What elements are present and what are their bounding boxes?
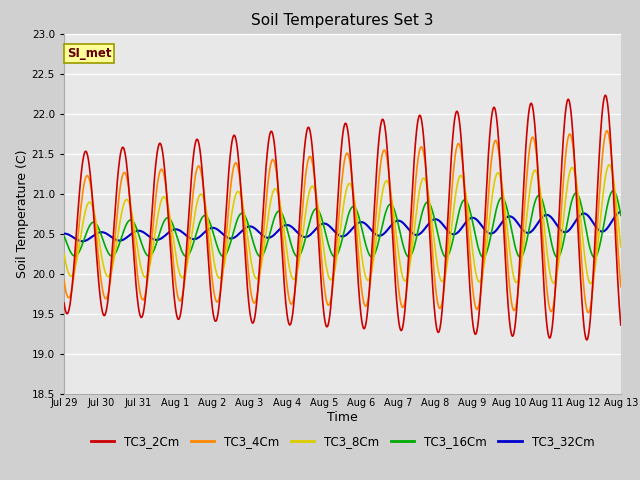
Y-axis label: Soil Temperature (C): Soil Temperature (C) bbox=[16, 149, 29, 278]
Text: SI_met: SI_met bbox=[67, 47, 111, 60]
Title: Soil Temperatures Set 3: Soil Temperatures Set 3 bbox=[251, 13, 434, 28]
X-axis label: Time: Time bbox=[327, 411, 358, 424]
Legend: TC3_2Cm, TC3_4Cm, TC3_8Cm, TC3_16Cm, TC3_32Cm: TC3_2Cm, TC3_4Cm, TC3_8Cm, TC3_16Cm, TC3… bbox=[86, 430, 599, 453]
